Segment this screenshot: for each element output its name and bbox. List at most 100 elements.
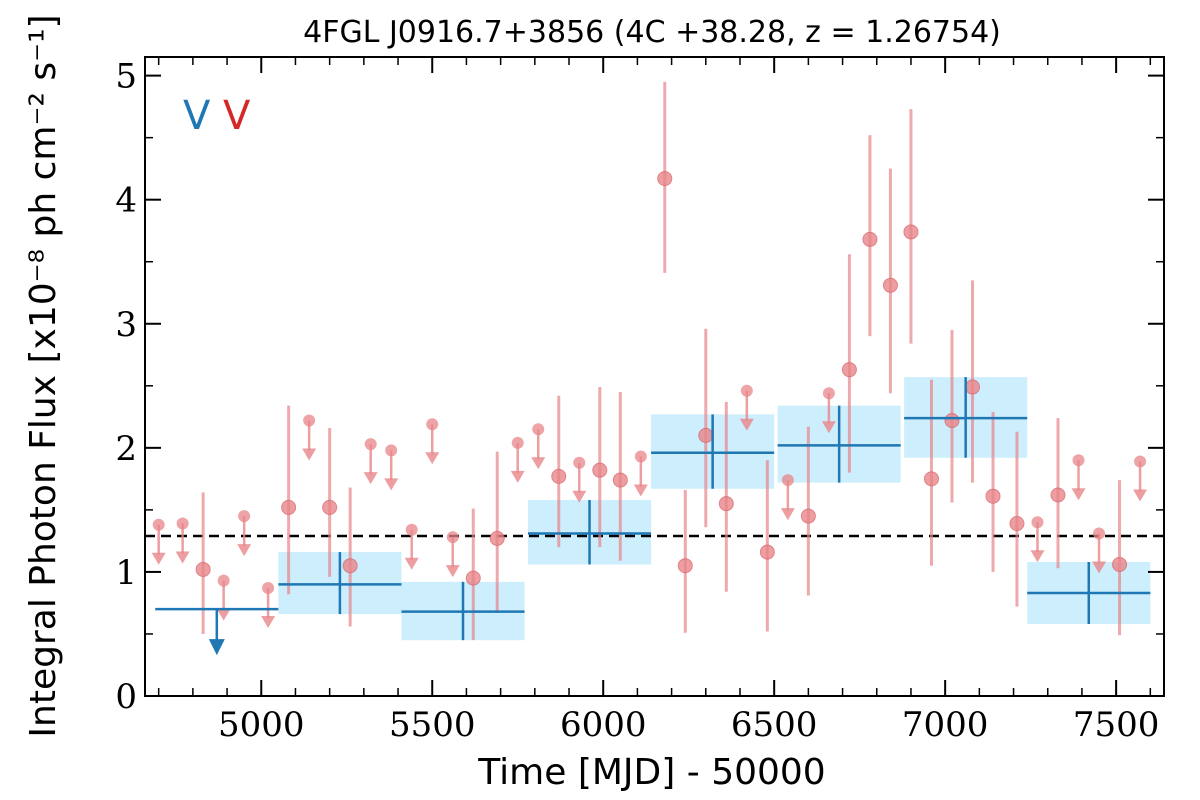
y-tick-label: 3 bbox=[115, 305, 137, 345]
red-point-23 bbox=[633, 450, 648, 497]
red-limit-arrow bbox=[1092, 561, 1107, 574]
red-point-1 bbox=[175, 517, 190, 564]
red-point-5 bbox=[261, 582, 276, 629]
red-marker bbox=[489, 530, 505, 546]
x-tick-label: 6000 bbox=[560, 705, 647, 745]
red-marker bbox=[944, 413, 960, 429]
red-point-16 bbox=[489, 451, 505, 613]
y-tick-label: 2 bbox=[115, 429, 137, 469]
blue-point-3 bbox=[527, 499, 652, 565]
red-point-25 bbox=[677, 490, 693, 633]
red-point-35 bbox=[882, 168, 898, 394]
red-marker bbox=[1112, 556, 1128, 572]
red-point-31 bbox=[800, 426, 816, 596]
red-marker bbox=[465, 570, 481, 586]
red-point-4 bbox=[237, 510, 252, 557]
red-limit-arrow bbox=[425, 452, 440, 465]
red-limit-arrow bbox=[237, 544, 252, 557]
x-tick-label: 7500 bbox=[1073, 705, 1160, 745]
red-limit-marker bbox=[634, 450, 647, 463]
red-point-32 bbox=[821, 387, 836, 434]
red-marker bbox=[985, 488, 1001, 504]
red-limit-arrow bbox=[1071, 488, 1086, 501]
red-point-19 bbox=[551, 395, 567, 548]
red-point-9 bbox=[342, 487, 358, 627]
red-limit-arrow bbox=[302, 448, 317, 461]
red-limit-marker bbox=[781, 474, 794, 487]
red-limit-arrow bbox=[1133, 489, 1148, 502]
plot-frame bbox=[144, 56, 1165, 697]
red-point-29 bbox=[759, 460, 775, 632]
red-limit-marker bbox=[385, 444, 398, 457]
red-limit-arrow bbox=[510, 470, 525, 483]
red-point-27 bbox=[718, 401, 734, 592]
red-limit-arrow bbox=[821, 421, 836, 434]
red-limit-marker bbox=[262, 582, 275, 595]
y-tick-label: 4 bbox=[115, 181, 137, 221]
red-point-47 bbox=[1133, 455, 1148, 502]
red-marker bbox=[923, 471, 939, 487]
red-marker bbox=[592, 462, 608, 478]
red-marker bbox=[718, 496, 734, 512]
red-point-18 bbox=[531, 423, 546, 470]
red-limit-arrow bbox=[633, 484, 648, 497]
red-point-11 bbox=[384, 444, 399, 491]
red-limit-arrow bbox=[531, 457, 546, 470]
red-limit-marker bbox=[1093, 527, 1106, 540]
red-marker bbox=[657, 171, 673, 187]
red-marker bbox=[862, 231, 878, 247]
x-tick-label: 6500 bbox=[731, 705, 818, 745]
legend-entry-0: V bbox=[183, 93, 211, 139]
red-limit-arrow bbox=[175, 551, 190, 564]
red-limit-arrow bbox=[1030, 550, 1045, 563]
red-marker bbox=[1009, 516, 1025, 532]
red-limit-arrow bbox=[384, 478, 399, 491]
blue-point-6 bbox=[904, 377, 1028, 458]
red-point-28 bbox=[739, 384, 754, 431]
red-point-39 bbox=[965, 280, 981, 483]
red-point-8 bbox=[322, 427, 338, 577]
blue-point-1 bbox=[278, 552, 402, 615]
red-point-38 bbox=[944, 329, 960, 503]
red-point-21 bbox=[592, 387, 608, 548]
red-marker bbox=[841, 362, 857, 378]
red-point-46 bbox=[1112, 480, 1128, 636]
red-point-30 bbox=[780, 474, 795, 521]
red-point-43 bbox=[1050, 418, 1066, 569]
blue-band-layer bbox=[278, 377, 1151, 641]
y-tick-label: 5 bbox=[115, 57, 137, 97]
red-point-44 bbox=[1071, 454, 1086, 501]
red-point-20 bbox=[572, 456, 587, 503]
y-tick-label: 0 bbox=[115, 677, 137, 717]
y-axis-title: Integral Photon Flux [x10⁻⁸ ph cm⁻² s⁻¹] bbox=[23, 14, 64, 737]
red-limit-arrow bbox=[445, 565, 460, 578]
red-marker bbox=[903, 224, 919, 240]
red-limit-marker bbox=[1072, 454, 1085, 467]
red-marker bbox=[759, 544, 775, 560]
red-point-7 bbox=[302, 414, 317, 461]
red-limit-marker bbox=[176, 517, 189, 530]
red-series-layer bbox=[151, 81, 1148, 641]
red-limit-arrow bbox=[363, 472, 378, 485]
red-limit-marker bbox=[238, 510, 251, 523]
red-point-12 bbox=[404, 523, 419, 570]
red-limit-marker bbox=[1031, 516, 1044, 529]
red-marker bbox=[322, 499, 338, 515]
blue-point-7 bbox=[1027, 561, 1151, 625]
red-marker bbox=[612, 472, 628, 488]
red-marker bbox=[1050, 487, 1066, 503]
red-limit-marker bbox=[822, 387, 835, 400]
blue-point-0 bbox=[155, 607, 279, 656]
blue-point-5 bbox=[777, 405, 901, 483]
red-limit-marker bbox=[511, 436, 524, 449]
x-axis-title: Time [MJD] - 50000 bbox=[477, 752, 825, 793]
x-tick-label: 5500 bbox=[389, 705, 476, 745]
red-point-15 bbox=[465, 508, 481, 641]
y-tick-label: 1 bbox=[115, 553, 137, 593]
red-point-34 bbox=[862, 135, 878, 337]
red-limit-arrow bbox=[572, 490, 587, 503]
red-marker bbox=[195, 561, 211, 577]
red-limit-arrow bbox=[780, 508, 795, 521]
tick-labels: 5000 5500 6000 6500 7000 7500 0 1 2 3 4 5 bbox=[115, 57, 1159, 745]
